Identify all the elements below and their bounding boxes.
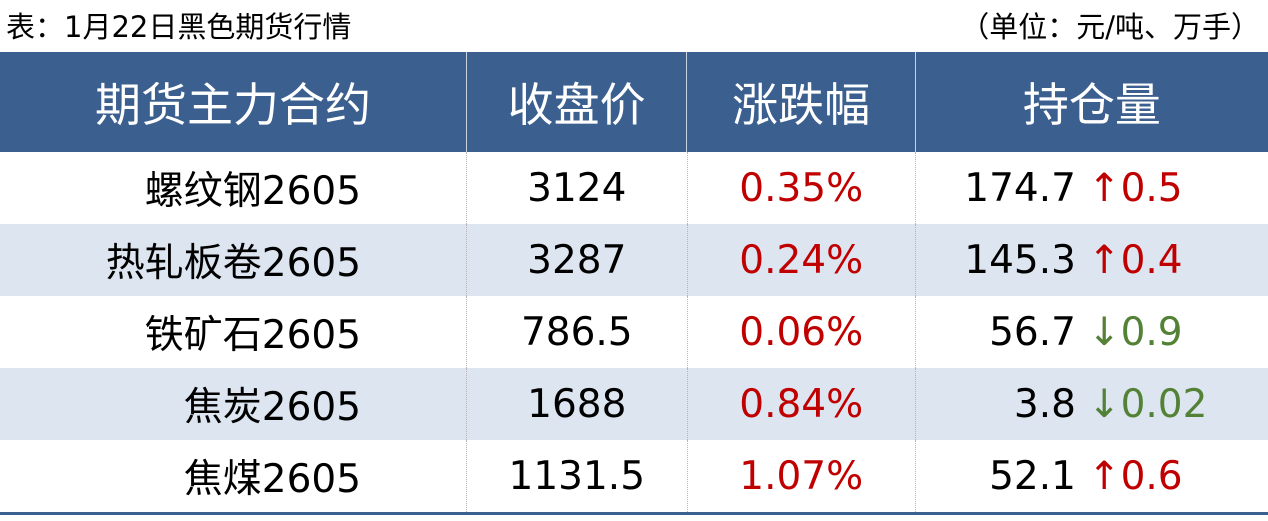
close-cell: 1131.5 xyxy=(466,440,686,512)
contract-cell: 热轧板卷2605 xyxy=(0,224,466,296)
header-open-interest: 持仓量 xyxy=(914,52,1268,152)
change-pct: 1.07% xyxy=(739,453,864,499)
change-cell: 0.84% xyxy=(686,368,915,440)
change-pct: 0.06% xyxy=(739,309,864,355)
change-pct: 0.84% xyxy=(739,381,864,427)
open-interest-change: ↑0.5 xyxy=(1087,165,1183,211)
change-pct: 0.24% xyxy=(739,237,864,283)
close-cell: 786.5 xyxy=(466,296,686,368)
table-row: 螺纹钢2605 3124 0.35% 174.7 ↑0.5 xyxy=(0,152,1268,224)
contract-cell: 铁矿石2605 xyxy=(0,296,466,368)
open-interest-change: ↓0.02 xyxy=(1087,381,1208,427)
change-cell: 0.35% xyxy=(686,152,915,224)
contract-cell: 螺纹钢2605 xyxy=(0,152,466,224)
close-price: 1688 xyxy=(527,381,627,427)
open-interest-value: 56.7 xyxy=(989,309,1076,355)
contract-cell: 焦煤2605 xyxy=(0,440,466,512)
open-interest-change: ↑0.4 xyxy=(1087,237,1183,283)
change-cell: 0.24% xyxy=(686,224,915,296)
header-close: 收盘价 xyxy=(465,52,686,152)
contract-name: 热轧板卷2605 xyxy=(105,241,362,286)
table-row: 焦炭2605 1688 0.84% 3.8 ↓0.02 xyxy=(0,368,1268,440)
change-cell: 1.07% xyxy=(686,440,915,512)
open-interest-cell: 174.7 ↑0.5 xyxy=(914,152,1268,224)
contract-cell: 焦炭2605 xyxy=(0,368,466,440)
table-title: 表：1月22日黑色期货行情 xyxy=(6,10,352,44)
contract-name: 焦煤2605 xyxy=(183,457,362,502)
table-row: 焦煤2605 1131.5 1.07% 52.1 ↑0.6 xyxy=(0,440,1268,512)
close-price: 3124 xyxy=(527,165,627,211)
open-interest-change: ↓0.9 xyxy=(1087,309,1183,355)
change-cell: 0.06% xyxy=(686,296,915,368)
open-interest-value: 3.8 xyxy=(1013,381,1076,427)
change-pct: 0.35% xyxy=(739,165,864,211)
bottom-border xyxy=(0,512,1268,515)
open-interest-cell: 52.1 ↑0.6 xyxy=(914,440,1268,512)
open-interest-cell: 3.8 ↓0.02 xyxy=(914,368,1268,440)
open-interest-cell: 145.3 ↑0.4 xyxy=(914,224,1268,296)
close-cell: 1688 xyxy=(466,368,686,440)
table-header: 期货主力合约 收盘价 涨跌幅 持仓量 xyxy=(0,52,1268,152)
close-price: 3287 xyxy=(527,237,627,283)
contract-name: 螺纹钢2605 xyxy=(144,169,362,214)
unit-label: （单位：元/吨、万手） xyxy=(960,10,1260,44)
open-interest-value: 174.7 xyxy=(964,165,1076,211)
futures-table: 期货主力合约 收盘价 涨跌幅 持仓量 螺纹钢2605 3124 0.35% 17… xyxy=(0,52,1268,512)
contract-name: 焦炭2605 xyxy=(183,385,362,430)
open-interest-value: 145.3 xyxy=(964,237,1076,283)
close-cell: 3124 xyxy=(466,152,686,224)
header-change: 涨跌幅 xyxy=(686,52,914,152)
table-row: 热轧板卷2605 3287 0.24% 145.3 ↑0.4 xyxy=(0,224,1268,296)
open-interest-cell: 56.7 ↓0.9 xyxy=(914,296,1268,368)
contract-name: 铁矿石2605 xyxy=(144,313,362,358)
header-contract: 期货主力合约 xyxy=(94,78,371,132)
table-row: 铁矿石2605 786.5 0.06% 56.7 ↓0.9 xyxy=(0,296,1268,368)
close-price: 786.5 xyxy=(520,309,633,355)
open-interest-change: ↑0.6 xyxy=(1087,453,1183,499)
close-cell: 3287 xyxy=(466,224,686,296)
close-price: 1131.5 xyxy=(508,453,646,499)
open-interest-value: 52.1 xyxy=(989,453,1076,499)
